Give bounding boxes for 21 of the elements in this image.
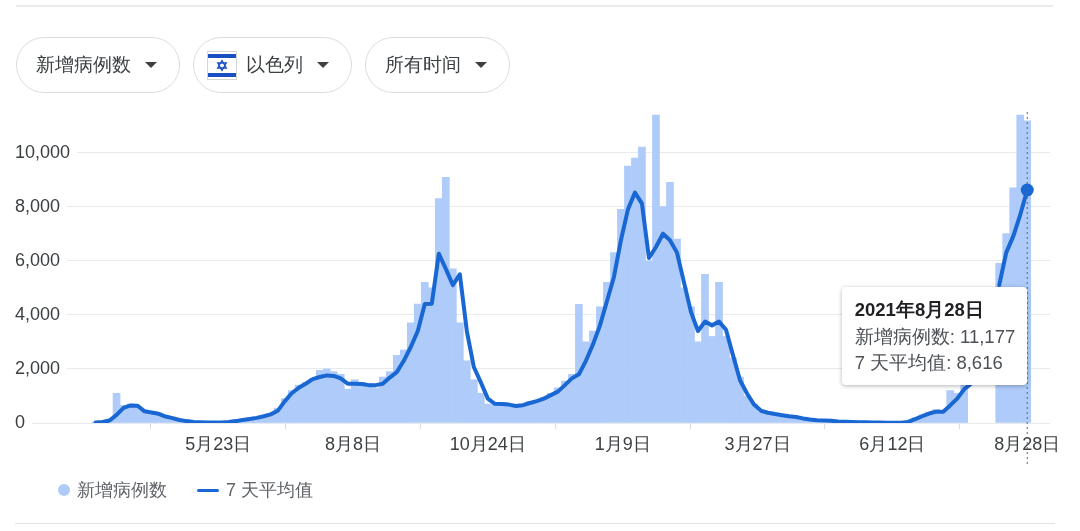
y-tick-label: 2,000 bbox=[15, 357, 61, 378]
x-tick-label: 10月24日 bbox=[449, 433, 526, 454]
y-tick-label: 8,000 bbox=[15, 195, 61, 216]
annotation: 7 天平均值: 8,616 bbox=[854, 351, 1004, 375]
y-tick-label: 10,000 bbox=[15, 141, 71, 162]
x-tick-label: 1月9日 bbox=[594, 433, 651, 454]
x-tick-label: 8月28日 bbox=[994, 433, 1061, 454]
y-tick-label: 6,000 bbox=[15, 249, 61, 270]
text: 新增病例数 bbox=[36, 53, 131, 77]
annotation: 2021年8月28日 bbox=[854, 298, 985, 322]
legend-label: 7 天平均值 bbox=[226, 479, 314, 502]
x-tick-label: 5月23日 bbox=[185, 433, 252, 454]
legend-label: 新增病例数 bbox=[77, 479, 167, 502]
x-tick-label: 6月12日 bbox=[859, 433, 926, 454]
text: 所有时间 bbox=[385, 53, 461, 77]
y-tick-label: 4,000 bbox=[15, 303, 61, 324]
y-tick-label: 0 bbox=[15, 411, 26, 432]
x-tick-label: 8月8日 bbox=[324, 433, 382, 454]
annotation: 新增病例数: 11,177 bbox=[854, 324, 1016, 349]
x-tick-label: 3月27日 bbox=[724, 433, 791, 454]
text: 以色列 bbox=[246, 53, 303, 77]
